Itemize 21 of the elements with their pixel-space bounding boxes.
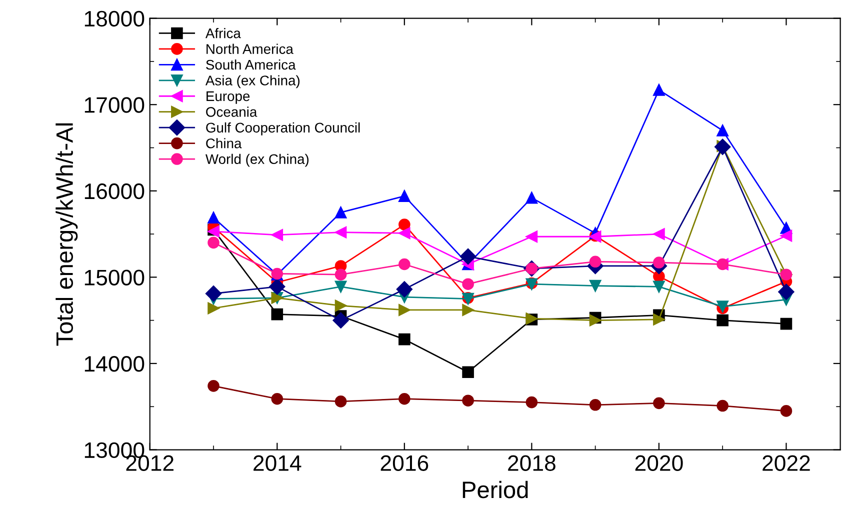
x-axis-title: Period xyxy=(462,480,528,498)
y-tick-label: 15000 xyxy=(84,270,144,286)
y-tick-label: 17000 xyxy=(84,97,144,113)
y-tick-label: 16000 xyxy=(84,183,144,200)
legend-label: China xyxy=(206,138,242,148)
y-axis-title: Total energy/kWh/t-Al xyxy=(56,123,78,346)
x-tick-label: 2022 xyxy=(762,455,810,471)
legend-label: Asia (ex China) xyxy=(205,75,300,88)
legend-label: Africa xyxy=(205,28,241,38)
y-tick-label: 14000 xyxy=(84,356,144,372)
x-tick-label: 2016 xyxy=(380,455,428,471)
legend-label: World (ex China) xyxy=(205,154,309,167)
x-tick-label: 2018 xyxy=(508,455,556,471)
legend-label: South America xyxy=(206,59,296,70)
legend-label: Europe xyxy=(206,91,250,104)
legend-label: North America xyxy=(206,44,294,54)
x-tick-label: 2020 xyxy=(635,455,683,471)
x-tick-label: 2014 xyxy=(254,455,302,471)
legend-label: Oceania xyxy=(206,106,258,117)
legend-label: Gulf Cooperation Council xyxy=(206,122,360,136)
y-tick-label: 18000 xyxy=(84,10,144,27)
